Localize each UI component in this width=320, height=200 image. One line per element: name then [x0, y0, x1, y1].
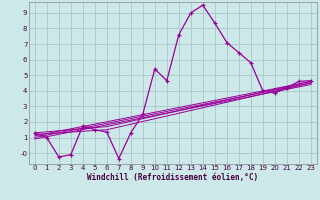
X-axis label: Windchill (Refroidissement éolien,°C): Windchill (Refroidissement éolien,°C)	[87, 173, 258, 182]
